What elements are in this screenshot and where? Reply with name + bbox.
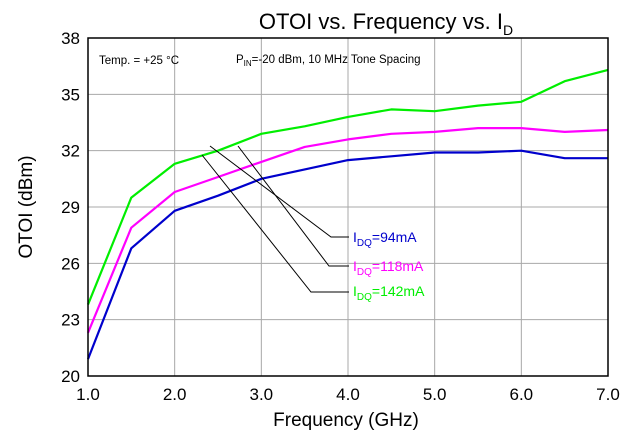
x-axis-title: Frequency (GHz) bbox=[273, 410, 419, 431]
x-tick-label: 1.0 bbox=[76, 385, 100, 404]
y-tick-label: 29 bbox=[61, 198, 80, 217]
x-tick-label: 4.0 bbox=[336, 385, 360, 404]
x-tick-label: 3.0 bbox=[250, 385, 274, 404]
series-label-94mA: IDQ=94mA bbox=[353, 229, 417, 249]
chart-title: OTOI vs. Frequency vs. ID bbox=[259, 9, 513, 38]
series-label-118mA: IDQ=118mA bbox=[353, 258, 424, 278]
leader-line-142mA bbox=[201, 154, 349, 293]
y-tick-label: 35 bbox=[61, 85, 80, 104]
leader-line-94mA bbox=[209, 145, 349, 238]
series-line-94mA bbox=[86, 149, 608, 360]
series-labels: IDQ=94mA IDQ=118mA IDQ=142mA bbox=[201, 145, 425, 303]
series-line-118mA bbox=[86, 127, 609, 334]
temperature-note: Temp. = +25 °C bbox=[99, 55, 179, 67]
leader-line-118mA bbox=[237, 145, 349, 267]
y-axis-title: OTOI (dBm) bbox=[16, 155, 37, 258]
y-tick-label: 26 bbox=[61, 254, 80, 273]
x-tick-label: 5.0 bbox=[423, 385, 447, 404]
series-label-142mA: IDQ=142mA bbox=[353, 283, 425, 303]
plot-frame bbox=[87, 37, 609, 377]
x-tick-label: 2.0 bbox=[163, 385, 187, 404]
x-tick-label: 7.0 bbox=[596, 385, 620, 404]
y-tick-label: 32 bbox=[61, 142, 80, 161]
grid bbox=[88, 38, 608, 376]
x-tick-labels: 1.0 2.0 3.0 4.0 5.0 6.0 7.0 bbox=[76, 385, 620, 404]
series-line-142mA bbox=[86, 68, 609, 306]
y-tick-label: 38 bbox=[61, 29, 80, 48]
y-tick-labels: 20 23 26 29 32 35 38 bbox=[61, 29, 80, 386]
x-tick-label: 6.0 bbox=[510, 385, 534, 404]
series-lines bbox=[86, 68, 609, 360]
y-tick-label: 23 bbox=[61, 311, 80, 330]
input-power-note: PIN=-20 dBm, 10 MHz Tone Spacing bbox=[236, 54, 421, 68]
y-tick-label: 20 bbox=[61, 367, 80, 386]
